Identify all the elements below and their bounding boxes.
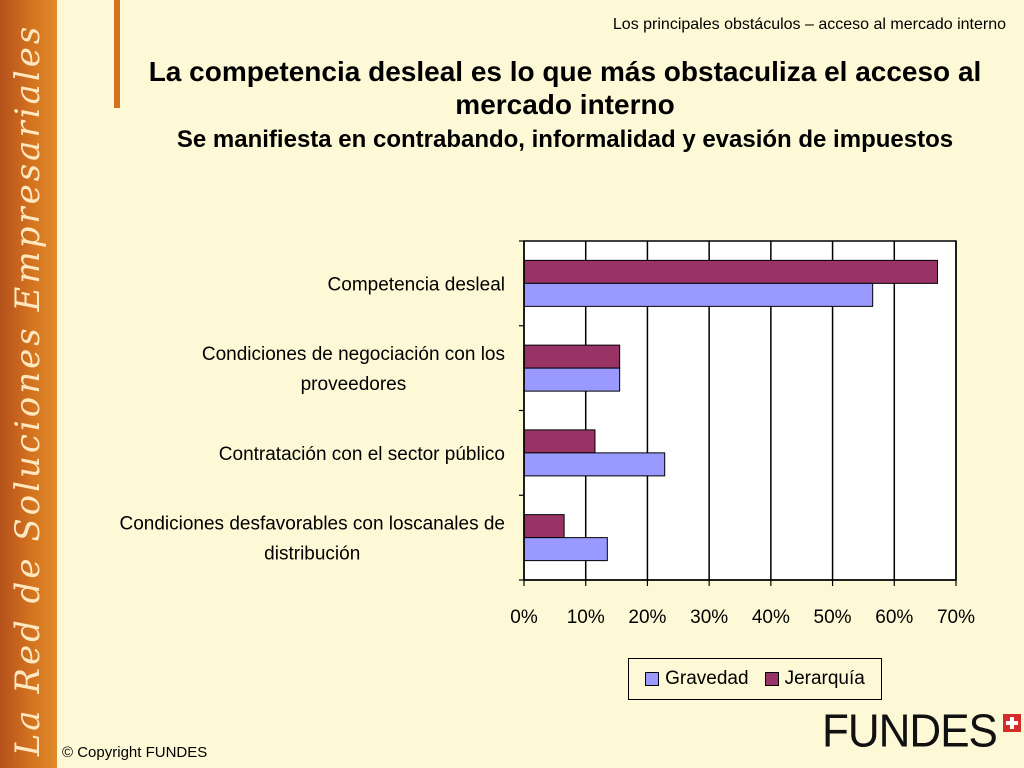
category-label: Contratación con el sector público [219, 444, 505, 465]
legend-label-jerarquia: Jerarquía [784, 668, 865, 689]
legend-item-jerarquia: Jerarquía [764, 668, 865, 690]
bar-jerarqua-0 [523, 259, 938, 284]
category-label-line: proveedores [301, 374, 407, 395]
logo-wordmark: FUNDES [822, 705, 998, 758]
x-tick-label: 70% [937, 607, 975, 628]
x-tick-label: 40% [752, 607, 790, 628]
chart-subtitle: Se manifiesta en contrabando, informalid… [176, 126, 954, 153]
title-block: La competencia desleal es lo que más obs… [130, 55, 1000, 155]
x-tick-label: 0% [510, 607, 538, 628]
legend-swatch-jerarquia [764, 672, 779, 686]
category-label-line: distribución [264, 544, 360, 565]
x-tick-label: 50% [814, 607, 852, 628]
x-tick-label: 30% [690, 607, 728, 628]
bar-gravedad-3 [523, 537, 608, 562]
category-label-line: Contratación con el sector público [219, 444, 505, 465]
x-tick-label: 60% [875, 607, 913, 628]
x-tick-label: 20% [628, 607, 666, 628]
bar-jerarqua-1 [523, 344, 621, 369]
legend-item-gravedad: Gravedad [645, 668, 749, 690]
bar-jerarqua-3 [523, 514, 565, 539]
top-caption: Los principales obstáculos – acceso al m… [612, 16, 1006, 33]
chart-title: La competencia desleal es lo que más obs… [148, 56, 982, 120]
legend-label-gravedad: Gravedad [665, 668, 749, 689]
fundes-logo: FUNDES [822, 705, 1021, 758]
category-label-line: Condiciones desfavorables con loscanales… [119, 514, 505, 535]
copyright-notice: © Copyright FUNDES [62, 744, 208, 761]
category-label: Competencia desleal [328, 274, 505, 295]
legend-swatch-gravedad [645, 672, 660, 686]
bar-gravedad-1 [523, 367, 621, 392]
x-tick-label: 10% [567, 607, 605, 628]
category-label-line: Competencia desleal [328, 274, 505, 295]
category-label: Condiciones desfavorables con loscanales… [119, 514, 505, 565]
category-label-line: Condiciones de negociación con los [202, 344, 505, 365]
category-label: Condiciones de negociación con los provee… [202, 344, 505, 395]
sidebar-band: La Red de Soluciones Empresariales [0, 0, 57, 768]
bar-gravedad-0 [523, 282, 874, 307]
chart-legend: Gravedad Jerarquía [628, 658, 882, 700]
bar-jerarqua-2 [523, 429, 596, 454]
swiss-cross-icon [1002, 714, 1021, 732]
bar-gravedad-2 [523, 452, 666, 477]
accent-bar [114, 0, 120, 108]
